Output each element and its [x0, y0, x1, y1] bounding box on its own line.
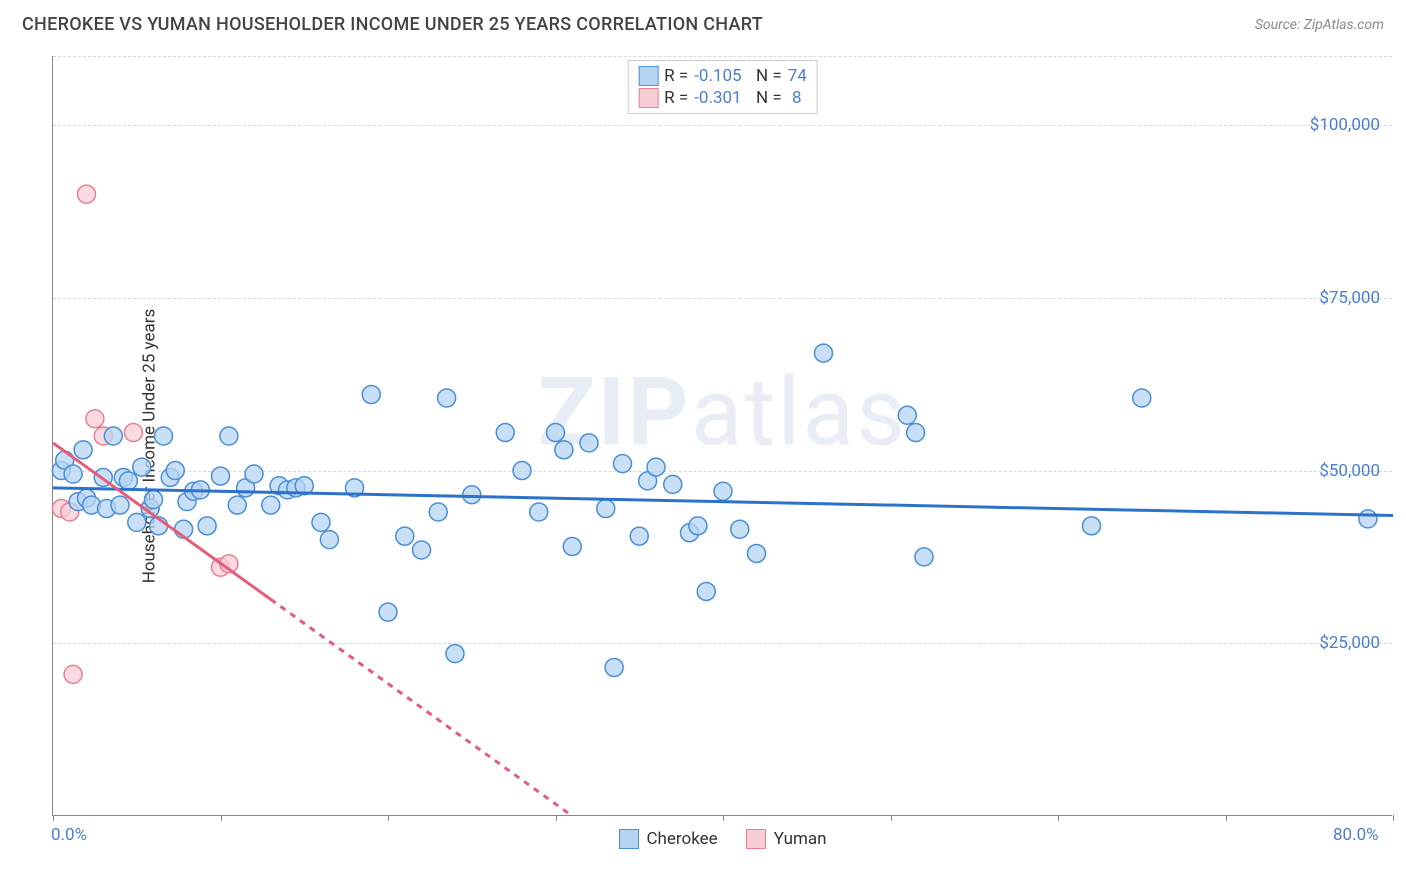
- x-tick: [388, 815, 389, 821]
- data-point: [155, 427, 173, 445]
- legend-label-yuman: Yuman: [774, 829, 827, 849]
- data-point: [413, 541, 431, 559]
- data-point: [446, 645, 464, 663]
- data-point: [630, 527, 648, 545]
- data-point: [496, 424, 514, 442]
- legend-swatch-yuman: [746, 829, 766, 849]
- data-point: [1083, 517, 1101, 535]
- data-point: [320, 531, 338, 549]
- legend-item-cherokee: Cherokee: [618, 829, 717, 849]
- plot-area: ZIPatlas $25,000$50,000$75,000$100,000 R…: [52, 56, 1392, 816]
- data-point: [379, 603, 397, 621]
- data-point: [714, 482, 732, 500]
- r-label: R =: [664, 88, 688, 108]
- data-point: [220, 427, 238, 445]
- yuman-n-value: 8: [792, 88, 802, 108]
- data-point: [597, 500, 615, 518]
- data-point: [228, 496, 246, 514]
- data-point: [563, 538, 581, 556]
- chart-title: CHEROKEE VS YUMAN HOUSEHOLDER INCOME UND…: [22, 14, 763, 35]
- data-point: [530, 503, 548, 521]
- data-point: [119, 472, 137, 490]
- data-point: [555, 441, 573, 459]
- data-point: [145, 491, 163, 509]
- data-point: [463, 486, 481, 504]
- data-point: [133, 458, 151, 476]
- legend-item-yuman: Yuman: [746, 829, 827, 849]
- data-point: [580, 434, 598, 452]
- trend-line: [53, 443, 271, 599]
- data-point: [262, 496, 280, 514]
- r-label: R =: [664, 66, 688, 86]
- data-point: [124, 424, 142, 442]
- swatch-cherokee: [638, 66, 658, 86]
- x-tick: [556, 815, 557, 821]
- n-label: N =: [748, 66, 782, 86]
- data-point: [78, 185, 96, 203]
- legend-label-cherokee: Cherokee: [646, 829, 717, 849]
- data-point: [664, 475, 682, 493]
- data-point: [898, 406, 916, 424]
- data-point: [614, 455, 632, 473]
- chart-canvas: [53, 56, 1392, 815]
- legend-swatch-cherokee: [618, 829, 638, 849]
- data-point: [748, 544, 766, 562]
- data-point: [605, 658, 623, 676]
- x-axis-label: 80.0%: [1333, 825, 1379, 845]
- source-attribution: Source: ZipAtlas.com: [1255, 17, 1384, 33]
- x-tick: [221, 815, 222, 821]
- data-point: [166, 462, 184, 480]
- stat-row-yuman: R = -0.301 N = 8: [638, 87, 807, 109]
- data-point: [689, 517, 707, 535]
- correlation-stats-legend: R = -0.105 N = 74 R = -0.301 N = 8: [627, 60, 818, 114]
- x-tick: [1058, 815, 1059, 821]
- data-point: [245, 465, 263, 483]
- x-tick: [1393, 815, 1394, 821]
- cherokee-r-value: -0.105: [694, 66, 741, 86]
- x-axis-label: 0.0%: [51, 825, 87, 845]
- data-point: [647, 458, 665, 476]
- data-point: [438, 389, 456, 407]
- data-point: [64, 465, 82, 483]
- n-label: N =: [748, 88, 786, 108]
- data-point: [86, 410, 104, 428]
- data-point: [547, 424, 565, 442]
- data-point: [128, 513, 146, 531]
- swatch-yuman: [638, 88, 658, 108]
- cherokee-n-value: 74: [788, 66, 807, 86]
- data-point: [1133, 389, 1151, 407]
- data-point: [429, 503, 447, 521]
- data-point: [212, 467, 230, 485]
- data-point: [362, 386, 380, 404]
- data-point: [64, 665, 82, 683]
- data-point: [697, 582, 715, 600]
- trend-line: [271, 599, 573, 816]
- data-point: [312, 513, 330, 531]
- data-point: [731, 520, 749, 538]
- data-point: [74, 441, 92, 459]
- series-legend: Cherokee Yuman: [618, 829, 826, 849]
- data-point: [915, 548, 933, 566]
- data-point: [396, 527, 414, 545]
- data-point: [111, 496, 129, 514]
- data-point: [513, 462, 531, 480]
- yuman-r-value: -0.301: [694, 88, 741, 108]
- x-tick: [1226, 815, 1227, 821]
- data-point: [198, 517, 216, 535]
- x-tick: [53, 815, 54, 821]
- data-point: [815, 344, 833, 362]
- stat-row-cherokee: R = -0.105 N = 74: [638, 65, 807, 87]
- data-point: [104, 427, 122, 445]
- x-tick: [723, 815, 724, 821]
- x-tick: [891, 815, 892, 821]
- data-point: [1359, 510, 1377, 528]
- data-point: [907, 424, 925, 442]
